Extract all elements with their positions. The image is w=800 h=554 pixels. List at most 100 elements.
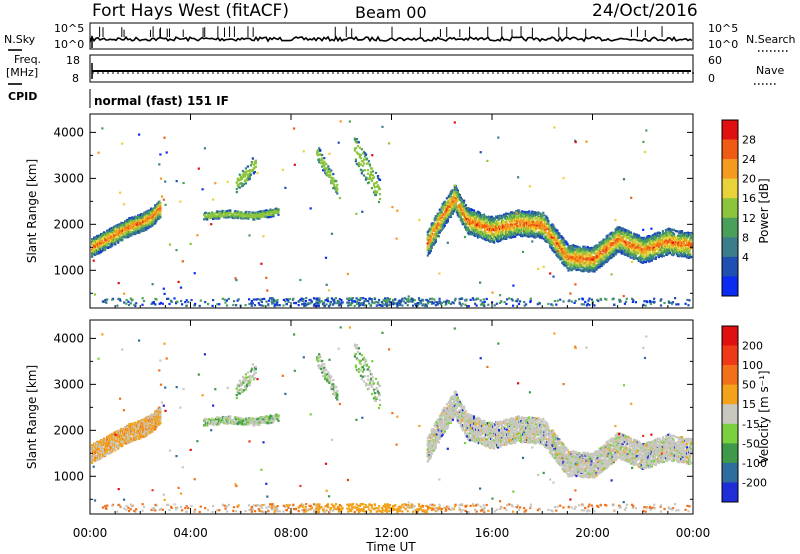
power-cell [541, 213, 544, 216]
power-cell [359, 168, 362, 171]
power-cell [321, 157, 324, 160]
power-cell [272, 213, 275, 216]
power-cell [317, 149, 320, 152]
power-cell [560, 235, 563, 238]
power-cell [364, 178, 368, 181]
power-cell [523, 220, 526, 223]
power-cell [547, 227, 550, 230]
power-cell [211, 211, 214, 214]
power-cell [252, 172, 255, 175]
power-cell [516, 224, 519, 227]
power-cell [149, 225, 152, 228]
power-scatter [91, 120, 693, 308]
power-cell [495, 232, 498, 235]
power-cell [620, 252, 623, 255]
power-cell [493, 241, 496, 244]
power-cell [534, 229, 537, 232]
power-cell [148, 215, 151, 218]
power-cell [585, 269, 588, 272]
power-cell [527, 223, 530, 226]
nave-right-tick-bottom: 0 [708, 72, 715, 85]
power-cell [531, 225, 534, 228]
power-cell [559, 255, 562, 258]
power-cell [456, 191, 459, 194]
power-cell [591, 258, 594, 261]
power-cell [475, 224, 479, 227]
power-cell [330, 169, 333, 172]
power-cell [321, 153, 324, 157]
power-cell [466, 222, 470, 226]
power-cell [569, 261, 572, 264]
power-cell [361, 169, 365, 172]
power-cell [357, 161, 360, 165]
power-cell [588, 266, 591, 269]
power-cell [458, 204, 461, 207]
power-cell [326, 171, 329, 175]
power-cell [508, 217, 511, 221]
power-cell [159, 202, 162, 205]
power-cell [239, 175, 242, 178]
power-cell [591, 260, 594, 263]
power-cell [558, 250, 561, 253]
power-cell [598, 248, 601, 252]
power-cell [542, 220, 545, 223]
power-cell [605, 253, 608, 256]
power-cell [114, 233, 117, 236]
power-cell [522, 227, 525, 230]
power-cell [483, 236, 486, 239]
power-cell [571, 245, 574, 248]
power-cell [437, 228, 440, 231]
power-cell [442, 219, 445, 222]
power-cell [518, 209, 521, 212]
nsky-label: N.Sky [4, 33, 36, 46]
power-cell [530, 218, 533, 222]
power-cell [336, 192, 339, 195]
power-cell [247, 217, 250, 220]
power-cell [335, 186, 338, 189]
power-cell [125, 229, 128, 232]
power-cell [120, 228, 123, 232]
power-cell [558, 244, 561, 247]
power-cell [435, 228, 438, 231]
power-cell [458, 195, 461, 198]
power-cell [595, 252, 598, 255]
power-cell [357, 141, 360, 144]
power-cell [464, 211, 468, 215]
power-cell [614, 253, 617, 256]
power-cell [481, 216, 485, 219]
power-cell [238, 186, 241, 189]
power-cell [430, 246, 433, 249]
power-cell [253, 170, 256, 174]
power-cell [252, 163, 255, 166]
power-cell [593, 270, 596, 273]
power-cell [229, 211, 232, 214]
power-cell [537, 212, 540, 215]
power-cell [229, 210, 232, 213]
power-cell [550, 242, 553, 245]
power-cell [463, 219, 467, 222]
power-cell [498, 223, 501, 226]
power-cell [566, 242, 569, 246]
power-cell [558, 233, 561, 236]
power-cell [429, 249, 432, 252]
power-cell [233, 211, 236, 214]
power-cell [554, 250, 557, 254]
power-cell [522, 220, 525, 223]
power-cell [530, 233, 533, 236]
power-cell [449, 214, 452, 217]
power-cell [208, 212, 211, 215]
power-cell [429, 248, 432, 251]
power-cell [368, 174, 372, 177]
power-cell [252, 216, 255, 219]
power-cell [360, 171, 363, 174]
power-cell [96, 241, 99, 244]
power-cell [590, 254, 593, 257]
power-cell [432, 225, 435, 228]
power-cell [354, 147, 357, 150]
power-cell [458, 213, 461, 216]
power-cell [593, 262, 596, 265]
power-cell [133, 220, 136, 223]
power-cell [146, 224, 149, 227]
power-cell [564, 256, 567, 259]
power-cell [354, 160, 357, 163]
